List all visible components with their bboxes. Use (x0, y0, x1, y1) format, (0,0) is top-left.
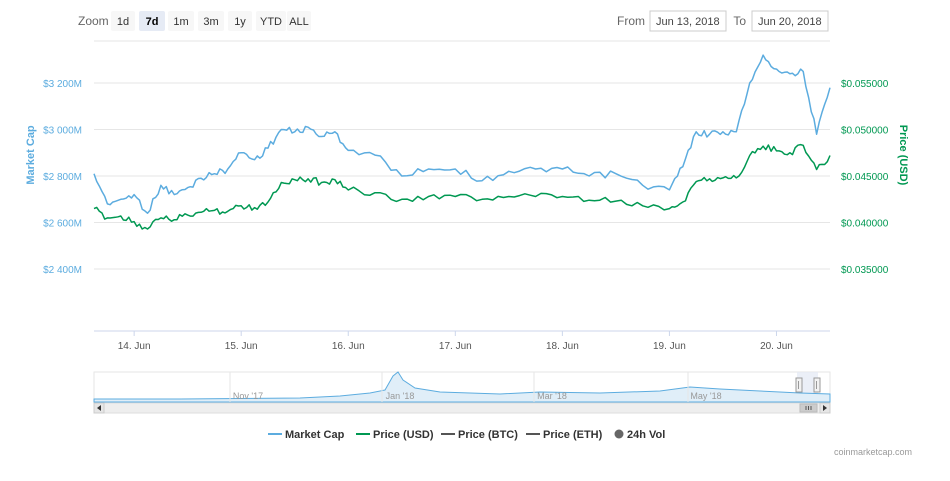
y-right-tick-label: $0.055000 (841, 79, 889, 90)
zoom-buttons: 1d 7d 1m 3m 1y YTD ALL (111, 11, 311, 31)
legend-item-market-cap[interactable]: Market Cap (268, 429, 345, 441)
legend-item-price-eth[interactable]: Price (ETH) (526, 429, 603, 441)
x-tick-label: 17. Jun (439, 341, 472, 352)
x-tick-label: 14. Jun (118, 341, 151, 352)
x-tick-label: 19. Jun (653, 341, 686, 352)
legend: Market Cap Price (USD) Price (BTC) Price (E… (268, 429, 665, 441)
y-left-tick-label: $3 200M (43, 79, 82, 90)
zoom-button-label: 7d (146, 16, 159, 28)
legend-label: 24h Vol (627, 429, 665, 441)
legend-label: Price (BTC) (458, 429, 518, 441)
legend-dot-icon (614, 429, 624, 439)
navigator-tick-label: Mar '18 (537, 391, 567, 401)
y-axis-left-title: Market Cap (25, 125, 37, 185)
y-left-tick-label: $2 600M (43, 219, 82, 230)
from-date-input[interactable] (649, 10, 727, 32)
range-selector: Zoom 1d 7d 1m 3m 1y YTD ALL From Jun 13, 2018 … (78, 10, 829, 32)
y-axis-left-ticks: $2 400M $2 600M $2 800M $3 000M $3 200M (43, 79, 82, 276)
x-axis-ticks: 14. Jun 15. Jun 16. Jun 17. Jun 18. Jun 19. J… (118, 331, 793, 352)
scroll-left-arrow-icon (97, 405, 101, 411)
y-left-tick-label: $3 000M (43, 126, 82, 137)
zoom-button-label: 1y (234, 16, 246, 28)
navigator-ticks: Nov '17 Jan '18 Mar '18 May '18 (229, 372, 722, 402)
x-tick-label: 20. Jun (760, 341, 793, 352)
zoom-button-label: ALL (289, 16, 309, 28)
y-left-tick-label: $2 800M (43, 172, 82, 183)
from-date-value: Jun 13, 2018 (656, 16, 720, 28)
y-right-tick-label: $0.045000 (841, 172, 889, 183)
navigator-tick-label: Nov '17 (233, 391, 263, 401)
series-line-market-cap[interactable] (93, 54, 831, 214)
y-right-tick-label: $0.035000 (841, 265, 889, 276)
zoom-button-1m[interactable] (168, 11, 194, 31)
legend-label: Price (USD) (373, 429, 434, 441)
y-axis-right-title: Price (USD) (897, 125, 909, 186)
credit-link[interactable]: coinmarketcap.com (834, 447, 912, 457)
legend-item-24h-vol[interactable]: 24h Vol (614, 429, 666, 441)
series-line-price-usd[interactable] (93, 143, 831, 230)
zoom-button-label: 1d (117, 16, 129, 28)
zoom-label: Zoom (78, 14, 109, 28)
to-label: To (733, 14, 746, 28)
scroll-right-arrow-icon (823, 405, 827, 411)
to-date-value[interactable]: Jun 20, 2018 (758, 16, 822, 28)
zoom-button-3m[interactable] (198, 11, 224, 31)
zoom-button-label: 3m (203, 16, 218, 28)
zoom-button-ytd[interactable] (256, 11, 286, 31)
legend-label: Price (ETH) (543, 429, 603, 441)
zoom-button-label: YTD (260, 16, 282, 28)
x-tick-label: 18. Jun (546, 341, 579, 352)
zoom-button-1d[interactable] (111, 11, 135, 31)
y-left-tick-label: $2 400M (43, 265, 82, 276)
grid-lines (94, 40, 830, 270)
zoom-button-7d[interactable] (139, 11, 165, 31)
zoom-button-label: 1m (173, 16, 188, 28)
navigator-tick-label: May '18 (690, 391, 721, 401)
to-date-input[interactable] (751, 10, 829, 32)
navigator[interactable]: Nov '17 Jan '18 Mar '18 May '18 (93, 371, 831, 403)
zoom-button-1y[interactable] (228, 11, 252, 31)
series-layer (93, 54, 831, 230)
legend-label: Market Cap (285, 429, 345, 441)
y-right-tick-label: $0.050000 (841, 126, 889, 137)
legend-item-price-btc[interactable]: Price (BTC) (441, 429, 518, 441)
y-axis-right-ticks: $0.035000 $0.040000 $0.045000 $0.050000 $0.0… (841, 79, 889, 276)
legend-item-price-usd[interactable]: Price (USD) (356, 429, 434, 441)
navigator-series-line (93, 371, 831, 403)
x-tick-label: 15. Jun (225, 341, 258, 352)
x-tick-label: 16. Jun (332, 341, 365, 352)
scrollbar[interactable] (93, 402, 831, 414)
from-label: From (617, 14, 645, 28)
y-right-tick-label: $0.040000 (841, 219, 889, 230)
navigator-tick-label: Jan '18 (386, 391, 415, 401)
scrollbar-track[interactable] (93, 402, 831, 414)
zoom-button-all[interactable] (287, 11, 311, 31)
